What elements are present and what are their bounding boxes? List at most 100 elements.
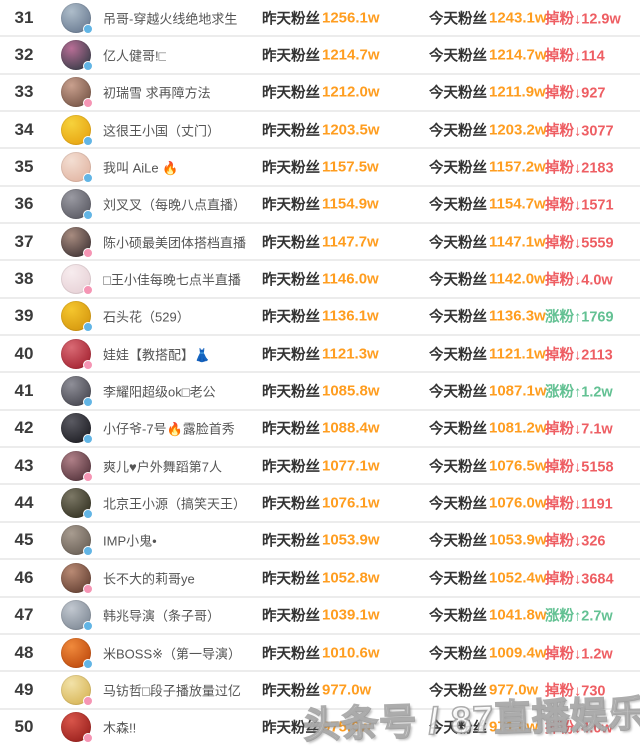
- table-row[interactable]: 40 娃娃【教搭配】👗 昨天粉丝 1121.3w 今天粉丝 1121.1w 掉粉…: [0, 336, 640, 374]
- yesterday-fans-label: 昨天粉丝: [262, 571, 320, 588]
- yesterday-fans-value: 1076.1w: [322, 494, 380, 512]
- streamer-avatar[interactable]: [61, 674, 93, 706]
- table-row[interactable]: 49 马钫哲□段子播放量过亿 昨天粉丝 977.0w 今天粉丝 977.0w 掉…: [0, 672, 640, 710]
- fans-change-label: 掉粉: [545, 459, 574, 476]
- streamer-name[interactable]: 小仔爷-7号🔥露脸首秀: [103, 421, 235, 437]
- table-row[interactable]: 33 初瑞雪 求再障方法 昨天粉丝 1212.0w 今天粉丝 1211.9w 掉…: [0, 74, 640, 113]
- streamer-avatar[interactable]: [61, 450, 93, 482]
- table-row[interactable]: 37 陈小硕最美团体搭档直播 昨天粉丝 1147.7w 今天粉丝 1147.1w…: [0, 224, 640, 262]
- today-fans-label: 今天粉丝: [429, 48, 487, 65]
- streamer-avatar[interactable]: [61, 189, 93, 221]
- verified-badge-icon: [83, 23, 93, 34]
- table-row[interactable]: 47 韩兆导演（条子哥） 昨天粉丝 1039.1w 今天粉丝 1041.8w 涨…: [0, 597, 640, 635]
- table-row[interactable]: 36 刘叉叉（每晚八点直播） 昨天粉丝 1154.9w 今天粉丝 1154.7w…: [0, 186, 640, 225]
- table-row[interactable]: 41 李耀阳超级ok□老公 昨天粉丝 1085.8w 今天粉丝 1087.1w …: [0, 373, 640, 411]
- streamer-avatar[interactable]: [61, 712, 93, 744]
- fans-change-label: 涨粉: [545, 608, 574, 625]
- table-row[interactable]: 48 米BOSS※（第一导演） 昨天粉丝 1010.6w 今天粉丝 1009.4…: [0, 634, 640, 673]
- verified-badge-icon: [83, 583, 93, 594]
- streamer-avatar[interactable]: [61, 40, 93, 72]
- fans-change: 掉粉↓4.0w: [545, 269, 613, 290]
- streamer-name[interactable]: 亿人健哥!□: [103, 48, 167, 64]
- streamer-name[interactable]: 娃娃【教搭配】👗: [103, 347, 211, 363]
- streamer-name[interactable]: 我叫 AiLe 🔥: [103, 160, 179, 176]
- streamer-avatar[interactable]: [61, 2, 93, 34]
- verified-badge-icon: [83, 434, 93, 445]
- table-row[interactable]: 39 石头花（529） 昨天粉丝 1136.1w 今天粉丝 1136.3w 涨粉…: [0, 298, 640, 337]
- streamer-name[interactable]: 石头花（529）: [103, 309, 190, 325]
- verified-badge-icon: [83, 621, 93, 632]
- streamer-name[interactable]: 爽儿♥户外舞蹈第7人: [103, 459, 222, 475]
- fans-change: 掉粉↓7.1w: [545, 418, 613, 439]
- yesterday-fans-value: 1203.5w: [322, 121, 380, 139]
- streamer-avatar[interactable]: [61, 562, 93, 594]
- verified-badge-icon: [83, 322, 93, 333]
- streamer-name[interactable]: 陈小硕最美团体搭档直播: [103, 235, 247, 251]
- streamer-name[interactable]: 吊哥-穿越火线绝地求生: [103, 11, 238, 27]
- streamer-name[interactable]: 李耀阳超级ok□老公: [103, 384, 216, 400]
- fans-change-arrow-icon: ↑: [574, 608, 582, 625]
- table-row[interactable]: 50 木森!! 昨天粉丝 975.6w 今天粉丝 971.6w 掉粉↓4.0w: [0, 709, 640, 745]
- table-row[interactable]: 38 □王小佳每晚七点半直播 昨天粉丝 1146.0w 今天粉丝 1142.0w…: [0, 261, 640, 299]
- streamer-avatar[interactable]: [61, 152, 93, 184]
- today-fans-label: 今天粉丝: [429, 11, 487, 28]
- table-row[interactable]: 35 我叫 AiLe 🔥 昨天粉丝 1157.5w 今天粉丝 1157.2w 掉…: [0, 149, 640, 187]
- streamer-avatar[interactable]: [61, 264, 93, 296]
- streamer-name[interactable]: 韩兆导演（条子哥）: [103, 608, 221, 624]
- yesterday-fans-label: 昨天粉丝: [262, 683, 320, 700]
- fans-change: 涨粉↑1.2w: [545, 381, 613, 402]
- rank-number: 41: [14, 381, 34, 401]
- streamer-avatar[interactable]: [61, 600, 93, 632]
- yesterday-fans-label: 昨天粉丝: [262, 235, 320, 252]
- table-row[interactable]: 46 长不大的莉哥ye 昨天粉丝 1052.8w 今天粉丝 1052.4w 掉粉…: [0, 560, 640, 598]
- streamer-name[interactable]: 木森!!: [103, 720, 137, 736]
- streamer-name[interactable]: 刘叉叉（每晚八点直播）: [103, 197, 247, 213]
- today-fans-label: 今天粉丝: [429, 384, 487, 401]
- today-fans-value: 1053.9w: [489, 531, 547, 549]
- fans-change-value: 730: [581, 683, 606, 700]
- verified-badge-icon: [83, 471, 93, 482]
- fans-change-label: 掉粉: [545, 48, 574, 65]
- today-fans-label: 今天粉丝: [429, 459, 487, 476]
- fans-change-arrow-icon: ↑: [574, 384, 582, 401]
- streamer-name[interactable]: □王小佳每晚七点半直播: [103, 272, 241, 288]
- table-row[interactable]: 45 IMP小鬼• 昨天粉丝 1053.9w 今天粉丝 1053.9w 掉粉↓3…: [0, 522, 640, 561]
- streamer-name[interactable]: 北京王小源（搞笑天王）: [103, 496, 247, 512]
- fans-change: 掉粉↓114: [545, 45, 605, 66]
- fans-change-value: 12.9w: [581, 11, 621, 28]
- streamer-avatar[interactable]: [61, 77, 93, 109]
- rank-number: 44: [14, 493, 34, 513]
- streamer-avatar[interactable]: [61, 114, 93, 146]
- table-row[interactable]: 43 爽儿♥户外舞蹈第7人 昨天粉丝 1077.1w 今天粉丝 1076.5w …: [0, 448, 640, 486]
- rank-number: 38: [14, 269, 34, 289]
- today-fans-value: 1052.4w: [489, 569, 547, 587]
- streamer-name[interactable]: 这很王小国（丈门）: [103, 123, 221, 139]
- table-row[interactable]: 32 亿人健哥!□ 昨天粉丝 1214.7w 今天粉丝 1214.7w 掉粉↓1…: [0, 37, 640, 75]
- table-row[interactable]: 31 吊哥-穿越火线绝地求生 昨天粉丝 1256.1w 今天粉丝 1243.1w…: [0, 0, 640, 38]
- streamer-avatar[interactable]: [61, 376, 93, 408]
- rank-number: 47: [14, 605, 34, 625]
- fans-change-value: 2113: [581, 347, 613, 364]
- fans-change: 掉粉↓2183: [545, 157, 614, 178]
- streamer-name[interactable]: 米BOSS※（第一导演）: [103, 646, 242, 662]
- table-row[interactable]: 34 这很王小国（丈门） 昨天粉丝 1203.5w 今天粉丝 1203.2w 掉…: [0, 112, 640, 150]
- streamer-avatar[interactable]: [61, 301, 93, 333]
- streamer-name[interactable]: IMP小鬼•: [103, 533, 157, 549]
- table-row[interactable]: 44 北京王小源（搞笑天王） 昨天粉丝 1076.1w 今天粉丝 1076.0w…: [0, 485, 640, 523]
- fans-change: 涨粉↑2.7w: [545, 605, 613, 626]
- fans-change-label: 掉粉: [545, 571, 574, 588]
- streamer-avatar[interactable]: [61, 226, 93, 258]
- table-row[interactable]: 42 小仔爷-7号🔥露脸首秀 昨天粉丝 1088.4w 今天粉丝 1081.2w…: [0, 410, 640, 449]
- streamer-name[interactable]: 马钫哲□段子播放量过亿: [103, 683, 241, 699]
- fans-change-arrow-icon: ↓: [574, 197, 582, 214]
- fans-change-arrow-icon: ↑: [574, 309, 582, 326]
- streamer-avatar[interactable]: [61, 637, 93, 669]
- yesterday-fans-label: 昨天粉丝: [262, 421, 320, 438]
- streamer-avatar[interactable]: [61, 338, 93, 370]
- streamer-name[interactable]: 初瑞雪 求再障方法: [103, 85, 211, 101]
- streamer-avatar[interactable]: [61, 488, 93, 520]
- streamer-avatar[interactable]: [61, 413, 93, 445]
- fans-change-label: 掉粉: [545, 533, 574, 550]
- streamer-avatar[interactable]: [61, 525, 93, 557]
- streamer-name[interactable]: 长不大的莉哥ye: [103, 571, 195, 587]
